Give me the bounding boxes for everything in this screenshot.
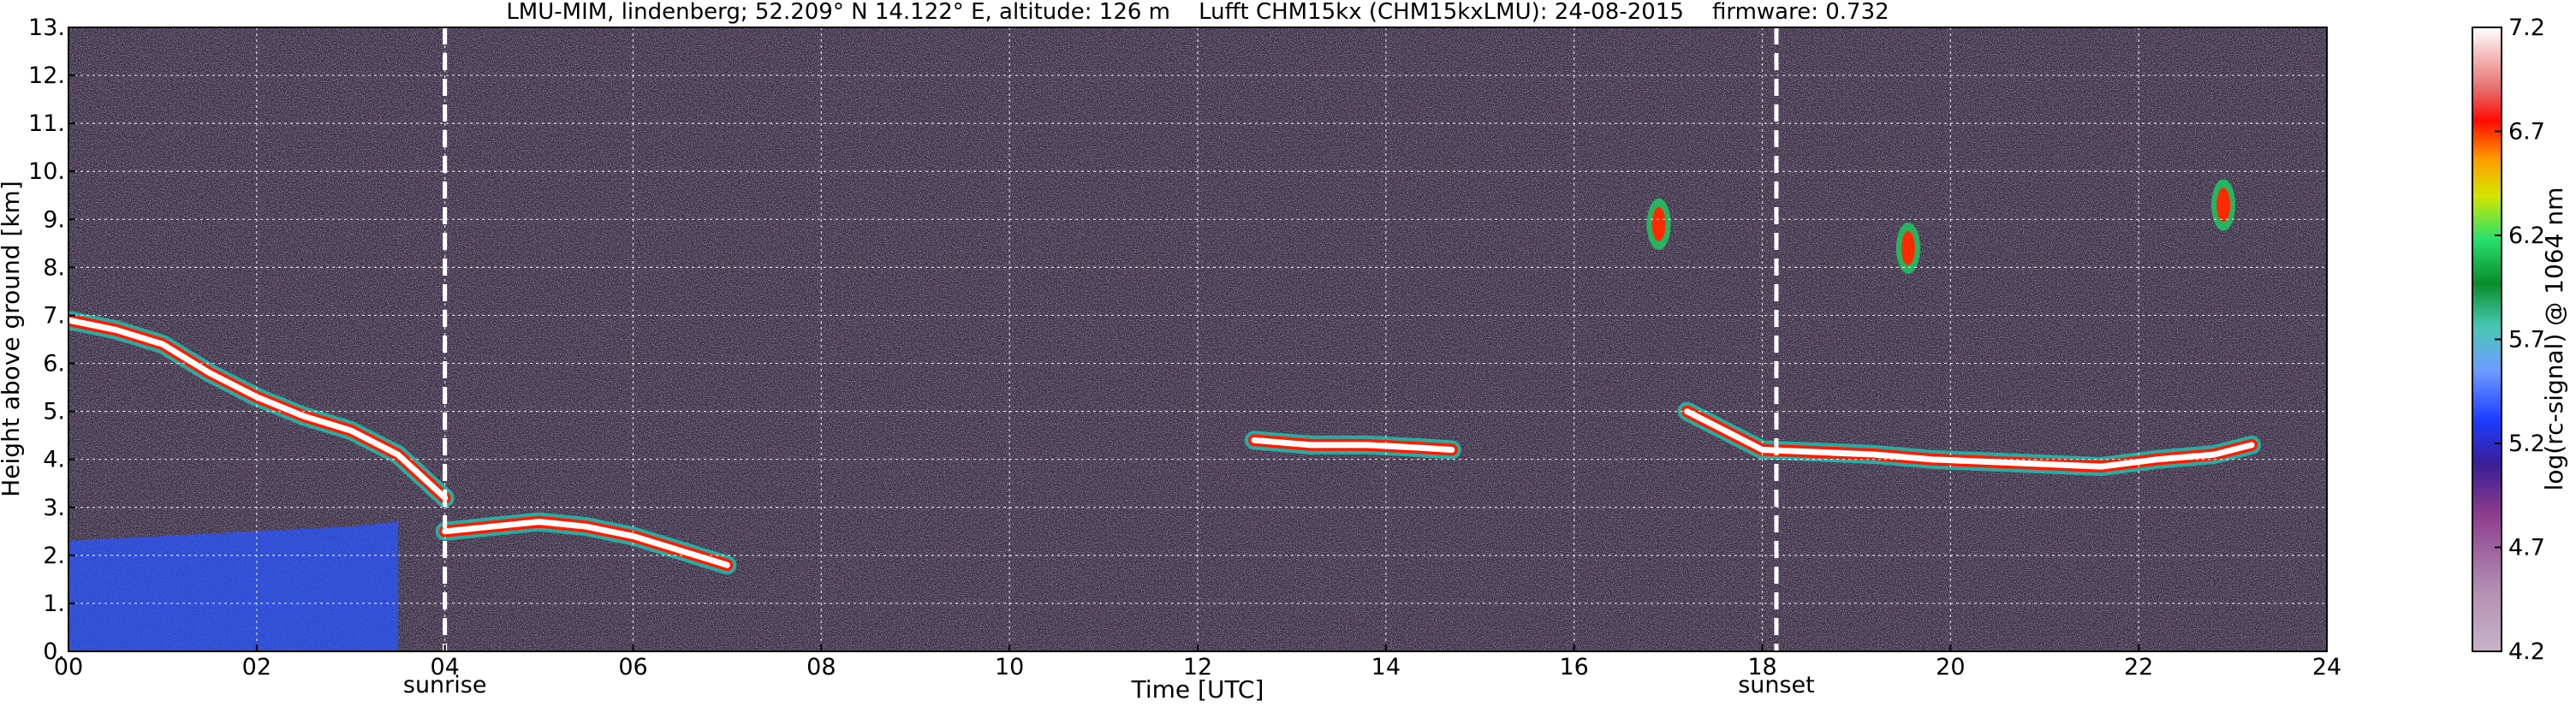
colorbar-tick-label-6: 7.2 — [2508, 15, 2545, 41]
y-tick-label-4: 4. — [43, 447, 65, 473]
y-tick-label-5: 5. — [43, 399, 65, 425]
x-ticks: 00 02 04 06 08 10 12 14 16 18 20 22 24 — [54, 645, 2341, 680]
y-ticks: 0. 1. 2. 3. 4. 5. 6. 7. 8. 9. 10. 11. 12. 13. — [28, 15, 75, 665]
y-tick-label-10: 10. — [28, 158, 65, 185]
colorbar-tick-label-2: 5.2 — [2508, 431, 2545, 457]
y-tick-label-7: 7. — [43, 302, 65, 329]
y-tick-label-6: 6. — [43, 351, 65, 377]
colorbar-ticks: 4.2 4.7 5.2 5.7 6.2 6.7 7.2 — [2495, 15, 2545, 665]
y-tick-label-12: 12. — [28, 62, 65, 89]
y-tick-label-9: 9. — [43, 206, 65, 233]
signal-features — [68, 179, 2262, 651]
chart-title: LMU-MIM, lindenberg; 52.209° N 14.122° E… — [506, 0, 1889, 25]
sunrise-label: sunrise — [403, 672, 487, 698]
colorbar-tick-label-5: 6.7 — [2508, 119, 2545, 146]
y-axis-label: Height above ground [km] — [0, 181, 25, 497]
x-tick-label-9: 18 — [1747, 654, 1776, 680]
x-tick-label-8: 16 — [1559, 654, 1588, 680]
annotations: sunrise sunset — [403, 27, 1815, 698]
y-tick-label-13: 13. — [28, 15, 65, 41]
colorbar-tick-label-1: 4.7 — [2508, 535, 2545, 561]
x-tick-label-5: 10 — [995, 654, 1024, 680]
x-tick-label-7: 14 — [1371, 654, 1401, 680]
x-tick-label-4: 08 — [806, 654, 836, 680]
colorbar-tick-label-4: 6.2 — [2508, 223, 2545, 249]
cloud-core-2 — [442, 519, 730, 568]
x-tick-label-6: 12 — [1183, 654, 1212, 680]
cirrus-core-5 — [2216, 187, 2231, 223]
x-tick-label-1: 02 — [242, 654, 271, 680]
cloud-core-1 — [68, 317, 449, 502]
sunset-label: sunset — [1738, 672, 1815, 698]
x-tick-label-10: 20 — [1936, 654, 1965, 680]
y-tick-label-11: 11. — [28, 110, 65, 137]
cirrus-core-7 — [1651, 206, 1666, 241]
colorbar: 4.2 4.7 5.2 5.7 6.2 6.7 7.2 log(rc-signal) @ 1… — [2472, 15, 2568, 665]
y-tick-label-0: 0. — [43, 639, 65, 665]
y-tick-label-3: 3. — [43, 495, 65, 521]
y-tick-label-8: 8. — [43, 254, 65, 281]
x-tick-label-2: 04 — [430, 654, 459, 680]
boundary-layer-0 — [68, 521, 398, 651]
y-tick-label-2: 2. — [43, 543, 65, 569]
x-tick-label-0: 00 — [54, 654, 83, 680]
cloud-core-4 — [1684, 408, 2255, 470]
colorbar-tick-label-3: 5.7 — [2508, 327, 2545, 354]
colorbar-label: log(rc-signal) @ 1064 nm — [2540, 187, 2568, 491]
x-tick-label-3: 06 — [618, 654, 647, 680]
cirrus-core-6 — [1901, 230, 1915, 265]
colorbar-tick-label-0: 4.2 — [2508, 639, 2545, 665]
x-tick-label-12: 24 — [2312, 654, 2341, 680]
y-tick-label-1: 1. — [43, 591, 65, 617]
x-axis-label: Time [UTC] — [1131, 675, 1264, 704]
cloud-core-3 — [1251, 437, 1455, 453]
x-tick-label-11: 22 — [2124, 654, 2153, 680]
